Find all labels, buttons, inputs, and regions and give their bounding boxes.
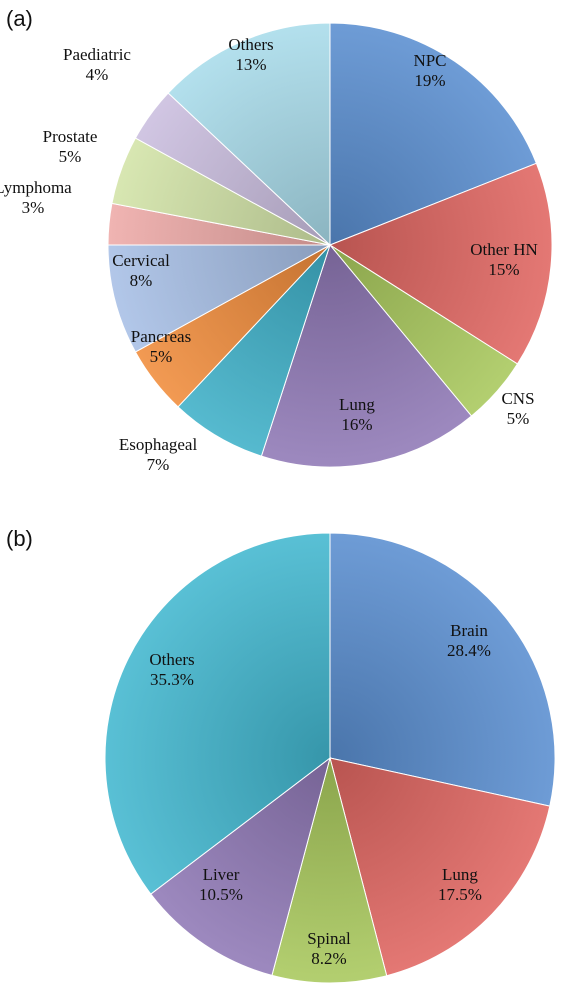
slice-category-label: Spinal (307, 929, 351, 948)
slice-category-label: Others (149, 650, 194, 669)
slice-category-label: Liver (203, 865, 240, 884)
slice-percent-label: 8.2% (311, 949, 346, 968)
slice-percent-label: 4% (86, 65, 109, 84)
slice-category-label: Lung (339, 395, 375, 414)
slice-percent-label: 5% (59, 147, 82, 166)
slice-category-label: Esophageal (119, 435, 198, 454)
slice-percent-label: 10.5% (199, 885, 243, 904)
pie-chart-b: Brain 28.4% Lung 17.5% Spinal 8.2% Liver 10.5% O… (104, 532, 556, 984)
slice-percent-label: 5% (507, 409, 530, 428)
slice-label-npc: NPC 19% (413, 51, 446, 90)
slice-percent-label: 17.5% (438, 885, 482, 904)
slice-percent-label: 13% (235, 55, 266, 74)
slice-label-others: Others 35.3% (149, 650, 194, 689)
slice-percent-label: 8% (130, 271, 153, 290)
slice-percent-label: 15% (488, 260, 519, 279)
slice-label-lung: Lung 17.5% (438, 865, 482, 904)
slice-label-pancreas: Pancreas 5% (131, 327, 191, 366)
slice-category-label: Cervical (112, 251, 170, 270)
pie-slice-brain (329, 532, 556, 807)
slice-percent-label: 28.4% (447, 641, 491, 660)
panel-label-a: (a) (6, 6, 33, 31)
pie-slice-others (104, 532, 331, 895)
pie-slice-npc (329, 22, 538, 246)
slice-label-lung: Lung 16% (339, 395, 375, 434)
slice-label-esophageal: Esophageal 7% (119, 435, 198, 474)
slice-percent-label: 19% (414, 71, 445, 90)
slice-category-label: Lymphoma (0, 178, 72, 197)
slice-category-label: Brain (450, 621, 488, 640)
pie-slice-lung (329, 757, 551, 977)
slice-label-liver: Liver 10.5% (199, 865, 243, 904)
pie-slice-spinal (271, 756, 388, 984)
slice-label-cns: CNS 5% (501, 389, 534, 428)
pie-slice-others (167, 22, 331, 247)
slice-label-lymphoma: Lymphoma 3% (0, 178, 72, 217)
pie-chart-a: NPC 19%Other HN 15%CNS 5%Lung 16%Esophageal 7… (0, 22, 553, 474)
slice-percent-label: 3% (22, 198, 45, 217)
slice-category-label: CNS (501, 389, 534, 408)
slice-label-other-hn: Other HN 15% (470, 240, 538, 279)
slice-label-others: Others 13% (228, 35, 273, 74)
pie-slice-cervical (107, 244, 331, 353)
slice-percent-label: 7% (147, 455, 170, 474)
slice-label-paediatric: Paediatric 4% (63, 45, 131, 84)
slice-category-label: Paediatric (63, 45, 131, 64)
slice-percent-label: 5% (150, 347, 173, 366)
slice-category-label: Other HN (470, 240, 538, 259)
slice-label-brain: Brain 28.4% (447, 621, 491, 660)
slice-category-label: NPC (413, 51, 446, 70)
pie-slice-liver (150, 756, 331, 976)
slice-category-label: Prostate (43, 127, 98, 146)
slice-percent-label: 16% (341, 415, 372, 434)
slice-category-label: Lung (442, 865, 478, 884)
slice-percent-label: 35.3% (150, 670, 194, 689)
slice-label-prostate: Prostate 5% (43, 127, 98, 166)
slice-label-spinal: Spinal 8.2% (307, 929, 351, 968)
pie-slice-lung (260, 243, 473, 468)
slice-category-label: Others (228, 35, 273, 54)
slice-label-cervical: Cervical 8% (112, 251, 170, 290)
slice-category-label: Pancreas (131, 327, 191, 346)
pie-slice-other-hn (328, 162, 553, 365)
panel-label-b: (b) (6, 526, 33, 551)
